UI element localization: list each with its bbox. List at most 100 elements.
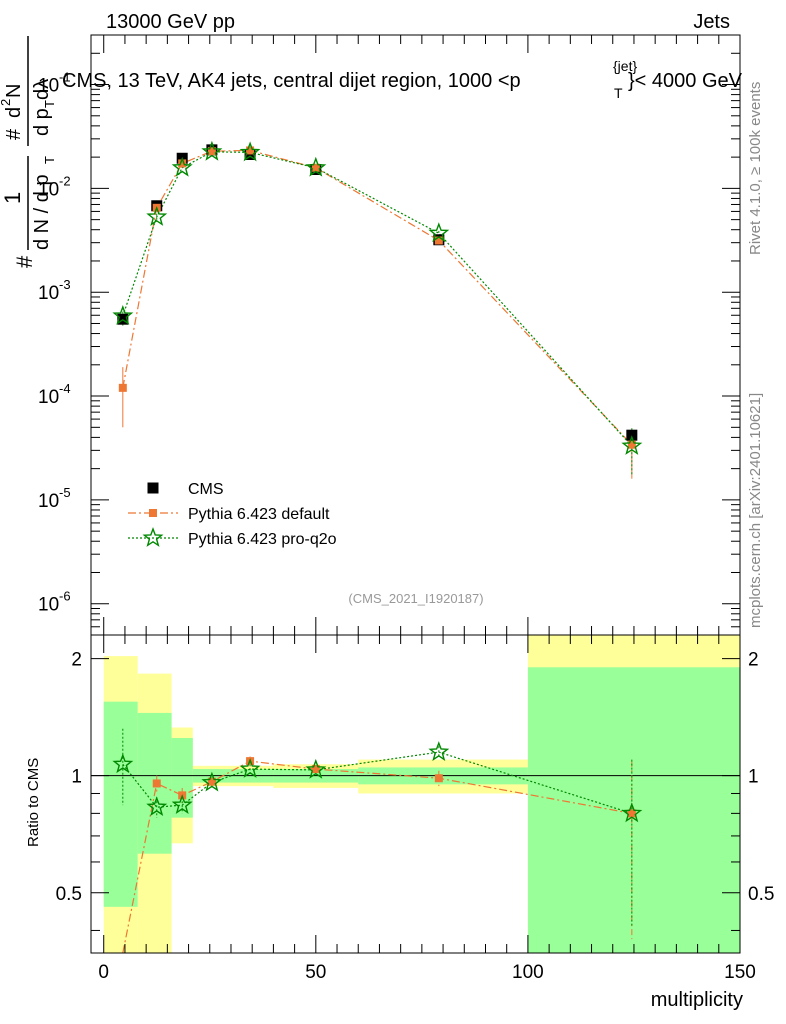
ratio-series-markers: [112, 741, 643, 823]
series-line-2: [122, 151, 633, 447]
ratio-point: [305, 758, 327, 779]
ylabel-num2-sup: 2: [0, 99, 13, 106]
legend-label: Pythia 6.423 default: [188, 506, 330, 523]
mc-point: [118, 383, 127, 392]
ratio-point: [627, 809, 636, 818]
ratio-y-label: Ratio to CMS: [25, 758, 42, 847]
title-suffix: }< 4000 GeV: [628, 70, 743, 92]
ratio-point: [239, 758, 261, 778]
energy-label: 13000 GeV pp: [106, 11, 235, 33]
title-sup: {jet}: [613, 58, 637, 74]
y-tick-label: 10: [38, 283, 59, 304]
main-series-lines: [122, 149, 633, 479]
ylabel-hash-a: #: [12, 255, 37, 268]
ratio-point: [152, 779, 161, 788]
y-tick-label: 10: [38, 387, 59, 408]
ratio-tick-label-left: 0.5: [56, 884, 82, 905]
ratio-line-1: [122, 760, 632, 954]
ratio-tick-label-left: 2: [71, 650, 82, 671]
main-series-markers: [112, 140, 643, 455]
series-line-1: [122, 149, 633, 446]
mc-point: [621, 435, 643, 455]
mc-point: [627, 440, 636, 449]
legend-marker: [142, 526, 164, 547]
y-tick-label: 10: [38, 491, 59, 512]
mc-point: [201, 140, 223, 161]
mcplots-label: mcplots.cern.ch [arXiv:2401.10621]: [747, 393, 764, 628]
main-y-label: # 1 d N / d p T # d 2 N d p T dλ: [0, 36, 57, 268]
ratio-point: [171, 794, 193, 815]
y-tick-exponent: -5: [59, 485, 71, 500]
ratio-point: [621, 802, 643, 823]
mc-point: [246, 146, 255, 155]
ratio-point: [112, 753, 134, 774]
ylabel-hash-b: #: [3, 128, 25, 140]
title-sub: T: [614, 85, 623, 101]
ratio-uncertainty-bands: [103, 635, 740, 953]
mc-point: [207, 147, 216, 156]
legend-marker: [147, 482, 159, 494]
ratio-panel: 2 2 1 1 0.5 0.5 0 50 100 150 Ratio to CMS: [25, 634, 774, 983]
data-point: [626, 429, 638, 441]
legend-marker: [149, 509, 157, 517]
main-y-ticks: 10-110-210-310-410-510-6: [38, 52, 740, 636]
mc-point: [146, 206, 168, 226]
ratio-tick-label-left: 1: [71, 767, 82, 788]
data-point: [244, 148, 256, 160]
main-x-ticks: [103, 35, 741, 635]
ylabel-den1-sub: T: [42, 156, 57, 164]
x-tick-label: 0: [98, 962, 109, 983]
category-label: Jets: [693, 11, 730, 33]
y-tick-exponent: -3: [59, 277, 71, 292]
title-prefix: CMS, 13 TeV, AK4 jets, central dijet reg…: [62, 70, 521, 92]
ylabel-num2-tail: N: [3, 84, 25, 98]
ylabel-num1: 1: [0, 192, 25, 204]
stat-uncertainty-band: [171, 737, 193, 818]
y-tick-exponent: -6: [59, 589, 71, 604]
ratio-point: [146, 796, 168, 817]
ratio-tick-label-right: 2: [748, 650, 759, 671]
legend: CMS Pythia 6.423 default Pythia 6.423 pro-…: [128, 481, 337, 548]
ratio-point: [311, 765, 320, 774]
main-panel: 10-110-210-310-410-510-6 (CMS_2021_I1920…: [0, 34, 743, 636]
legend-label: Pythia 6.423 pro-q2o: [188, 531, 337, 548]
x-axis-label: multiplicity: [651, 989, 743, 1011]
y-tick-label: 10: [38, 76, 59, 97]
ratio-point: [434, 774, 443, 783]
mc-point: [305, 156, 327, 177]
ylabel-num2: d: [3, 107, 25, 118]
ratio-tick-label-right: 1: [748, 767, 759, 788]
x-tick-label: 100: [512, 962, 544, 983]
x-tick-label: 150: [724, 962, 756, 983]
ratio-x-ticks: 0 50 100 150: [98, 635, 756, 983]
ylabel-den2-tail: dλ: [31, 79, 53, 100]
ylabel-den1: d N / d p: [31, 174, 53, 250]
analysis-label: (CMS_2021_I1920187): [348, 591, 483, 606]
ratio-point: [207, 777, 216, 786]
x-tick-label: 50: [305, 962, 326, 983]
mc-point: [239, 141, 261, 162]
ylabel-den2: d p: [31, 108, 53, 136]
plot-title: CMS, 13 TeV, AK4 jets, central dijet reg…: [62, 58, 743, 101]
mc-point: [434, 236, 443, 245]
ratio-line-2: [122, 751, 632, 814]
mc-point: [112, 304, 134, 325]
stat-uncertainty-band: [103, 701, 138, 907]
ylabel-den2-sub: T: [42, 100, 57, 108]
y-tick-exponent: -1: [59, 70, 71, 85]
ratio-point: [201, 771, 223, 792]
rivet-label: Rivet 4.1.0, ≥ 100k events: [747, 82, 764, 255]
y-tick-exponent: -2: [59, 173, 71, 188]
y-tick-label: 10: [38, 595, 59, 616]
y-tick-exponent: -4: [59, 381, 71, 396]
ratio-tick-label-right: 0.5: [748, 884, 774, 905]
ratio-series-lines: [122, 728, 633, 954]
y-tick-label: 10: [38, 179, 59, 200]
mc-point: [311, 163, 320, 172]
legend-label: CMS: [188, 481, 224, 498]
mc-point: [428, 222, 450, 243]
ratio-frame: [90, 634, 741, 954]
ratio-y-ticks: 2 2 1 1 0.5 0.5: [56, 650, 774, 931]
mc-point: [178, 159, 187, 168]
